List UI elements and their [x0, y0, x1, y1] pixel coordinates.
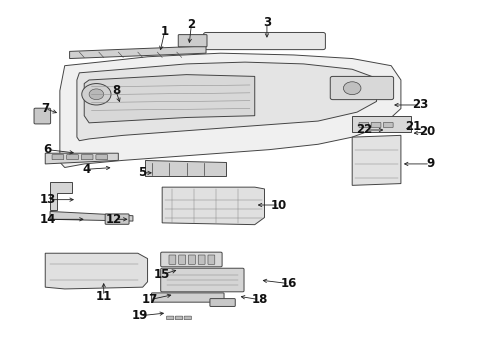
Text: 2: 2 [187, 18, 196, 31]
Text: 11: 11 [96, 289, 112, 303]
Circle shape [89, 89, 104, 100]
Polygon shape [352, 116, 411, 132]
FancyBboxPatch shape [359, 122, 369, 127]
Text: 8: 8 [112, 84, 120, 97]
Text: 22: 22 [356, 123, 372, 136]
Polygon shape [77, 62, 376, 141]
FancyBboxPatch shape [161, 252, 222, 267]
FancyBboxPatch shape [203, 32, 325, 50]
Text: 16: 16 [281, 277, 297, 290]
FancyBboxPatch shape [169, 255, 176, 264]
FancyBboxPatch shape [210, 298, 235, 306]
Polygon shape [45, 153, 118, 164]
Text: 12: 12 [105, 213, 122, 226]
FancyBboxPatch shape [198, 255, 205, 264]
Polygon shape [70, 46, 206, 59]
FancyBboxPatch shape [105, 214, 129, 224]
Text: 6: 6 [44, 143, 52, 156]
Polygon shape [84, 75, 255, 123]
Text: 5: 5 [139, 166, 147, 179]
Polygon shape [145, 160, 225, 176]
Text: 1: 1 [161, 25, 169, 38]
Text: 15: 15 [154, 268, 171, 281]
FancyBboxPatch shape [52, 155, 64, 159]
Polygon shape [50, 182, 72, 210]
FancyBboxPatch shape [178, 35, 207, 47]
FancyBboxPatch shape [330, 76, 393, 100]
Circle shape [82, 84, 111, 105]
Polygon shape [352, 135, 401, 185]
FancyBboxPatch shape [81, 155, 93, 159]
Text: 23: 23 [412, 99, 429, 112]
FancyBboxPatch shape [383, 122, 393, 127]
FancyBboxPatch shape [161, 268, 244, 292]
FancyBboxPatch shape [184, 316, 192, 320]
Text: 18: 18 [251, 293, 268, 306]
FancyBboxPatch shape [167, 316, 174, 320]
FancyBboxPatch shape [151, 293, 224, 302]
FancyBboxPatch shape [179, 255, 186, 264]
Text: 17: 17 [142, 293, 158, 306]
Text: 21: 21 [405, 120, 421, 133]
FancyBboxPatch shape [371, 122, 381, 127]
Text: 3: 3 [263, 16, 271, 29]
FancyBboxPatch shape [189, 255, 196, 264]
FancyBboxPatch shape [96, 155, 108, 159]
Text: 20: 20 [419, 125, 436, 138]
Text: 14: 14 [40, 213, 56, 226]
FancyBboxPatch shape [67, 155, 78, 159]
Text: 7: 7 [41, 102, 49, 115]
FancyBboxPatch shape [34, 108, 50, 124]
Polygon shape [60, 53, 401, 167]
Text: 13: 13 [40, 193, 56, 206]
Circle shape [343, 82, 361, 95]
Text: 19: 19 [132, 309, 148, 322]
FancyBboxPatch shape [208, 255, 215, 264]
Polygon shape [162, 187, 265, 225]
Text: 9: 9 [426, 157, 434, 170]
FancyBboxPatch shape [175, 316, 183, 320]
Text: 10: 10 [271, 198, 287, 212]
Text: 4: 4 [82, 163, 91, 176]
Polygon shape [45, 253, 147, 289]
Polygon shape [50, 211, 133, 221]
